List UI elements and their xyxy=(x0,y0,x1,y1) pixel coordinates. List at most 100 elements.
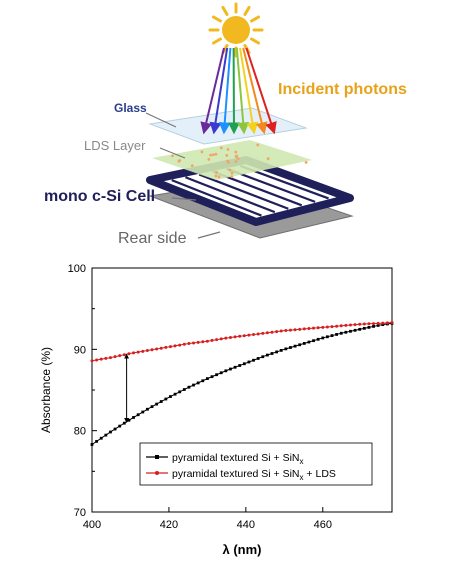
data-point xyxy=(284,347,288,351)
data-point xyxy=(293,328,297,332)
data-point xyxy=(182,388,186,391)
data-point xyxy=(353,323,357,327)
series-line xyxy=(91,321,393,362)
data-point xyxy=(187,342,191,346)
data-point xyxy=(293,344,297,348)
photon-rays xyxy=(200,47,277,135)
data-point xyxy=(353,328,357,332)
photon-ray xyxy=(239,47,259,135)
data-point xyxy=(127,418,131,422)
data-point xyxy=(302,342,306,345)
series-line xyxy=(91,322,393,445)
data-point xyxy=(358,327,362,331)
lds-layer xyxy=(152,140,312,180)
photon-ray xyxy=(235,47,250,135)
data-point xyxy=(265,331,269,335)
data-point xyxy=(132,351,136,355)
data-point xyxy=(95,358,99,362)
data-point xyxy=(312,326,316,330)
data-point xyxy=(178,390,182,394)
cell-label: mono c-Si Cell xyxy=(44,188,155,205)
data-point xyxy=(367,322,371,326)
data-point xyxy=(252,333,256,337)
data-point xyxy=(284,328,288,332)
data-point xyxy=(132,416,135,419)
data-point xyxy=(358,322,362,326)
data-point xyxy=(192,383,195,387)
data-point xyxy=(205,377,209,381)
data-point xyxy=(169,395,172,398)
data-point xyxy=(344,330,348,334)
data-point xyxy=(270,330,274,334)
photon-ray xyxy=(218,47,232,135)
data-point xyxy=(196,340,200,344)
data-point xyxy=(113,427,117,431)
data-point xyxy=(205,339,209,343)
data-point xyxy=(145,407,149,411)
data-point xyxy=(210,375,214,379)
data-point xyxy=(367,325,371,329)
data-point xyxy=(228,335,232,339)
data-point xyxy=(229,367,232,371)
y-tick-label: 80 xyxy=(74,426,86,438)
data-point xyxy=(390,320,394,324)
data-point xyxy=(159,346,163,350)
legend-entry: pyramidal textured Si + SiNx xyxy=(146,452,304,466)
data-point xyxy=(261,355,265,359)
data-point xyxy=(335,333,339,336)
data-point xyxy=(136,413,140,417)
data-point xyxy=(164,345,168,349)
data-point xyxy=(372,322,376,326)
legend-label: pyramidal textured Si + SiNx + LDS xyxy=(172,468,336,482)
legend: pyramidal textured Si + SiNx pyramidal te… xyxy=(139,442,373,486)
data-point xyxy=(238,334,242,338)
data-point xyxy=(182,342,186,346)
rear-side-label: Rear side xyxy=(118,230,187,247)
data-point xyxy=(275,330,279,334)
data-point xyxy=(335,324,339,328)
photon-ray xyxy=(242,47,268,135)
data-point xyxy=(159,400,163,403)
data-point xyxy=(215,373,219,377)
data-point xyxy=(312,339,315,343)
data-point xyxy=(109,430,112,434)
data-point xyxy=(224,369,228,373)
data-point xyxy=(265,353,269,357)
glass-label: Glass xyxy=(114,101,147,115)
data-point xyxy=(155,402,159,406)
data-point xyxy=(118,354,122,358)
photon-ray xyxy=(200,47,225,135)
data-point xyxy=(210,338,214,342)
x-tick-label: 400 xyxy=(83,519,101,531)
data-point xyxy=(325,335,329,339)
legend-marker xyxy=(155,471,159,475)
data-point xyxy=(316,337,320,341)
data-point xyxy=(215,338,219,342)
data-point xyxy=(279,348,283,352)
data-point xyxy=(141,410,145,414)
data-point xyxy=(196,381,200,385)
x-tick-label: 420 xyxy=(160,519,178,531)
data-point xyxy=(256,357,260,360)
data-point xyxy=(99,436,103,440)
data-point xyxy=(362,326,366,330)
data-point xyxy=(95,439,99,443)
data-point xyxy=(316,326,320,330)
solar-cell-diagram: Glass LDS Layer mono c-Si Cell Rear side… xyxy=(44,2,407,247)
data-point xyxy=(330,325,334,329)
legend-entry: pyramidal textured Si + SiNx + LDS xyxy=(146,468,336,482)
data-point xyxy=(321,325,325,329)
data-point xyxy=(90,359,94,363)
data-point xyxy=(173,344,177,348)
y-tick-label: 90 xyxy=(74,344,86,356)
data-point xyxy=(256,332,260,336)
data-point xyxy=(288,328,292,332)
data-point xyxy=(136,350,140,354)
data-point xyxy=(362,322,366,326)
data-point xyxy=(192,341,196,345)
data-point xyxy=(233,335,237,339)
data-point xyxy=(90,443,94,446)
data-point xyxy=(247,333,251,337)
sun-icon xyxy=(208,2,264,58)
data-point xyxy=(385,321,389,325)
